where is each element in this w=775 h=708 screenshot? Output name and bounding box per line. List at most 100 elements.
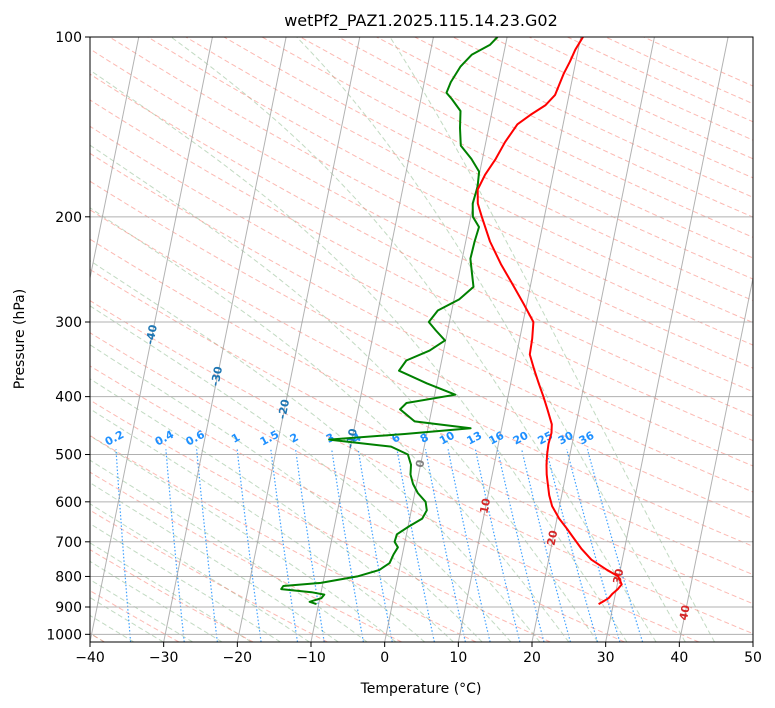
x-tick-label: −20 [223, 650, 253, 666]
isotherm-line [310, 37, 434, 642]
x-tick-label: −10 [296, 650, 326, 666]
moist-adiabat-line [90, 69, 628, 642]
dry-adiabat-line [109, 37, 753, 369]
x-tick-label: 20 [523, 650, 541, 666]
x-tick-label: 0 [380, 650, 389, 666]
mixing-ratio-label: 25 [535, 429, 555, 448]
dry-adiabat-line [90, 590, 180, 642]
mixing-ratio-line [545, 449, 598, 642]
y-tick-label: 100 [55, 30, 82, 46]
isotherm-line [384, 37, 508, 642]
moist-adiabat-line [170, 37, 657, 642]
moist-adiabat-line [90, 207, 570, 642]
x-tick-label: 30 [597, 650, 615, 666]
isotherm-label: 40 [677, 604, 693, 622]
dry-adiabat-line [90, 125, 753, 467]
isotherm-line [90, 37, 140, 281]
mixing-ratio-lines [115, 449, 644, 642]
mixing-ratio-line [447, 449, 491, 642]
dewpoint-profile-line [280, 37, 499, 606]
dry-adiabat-line [90, 332, 700, 642]
moist-adiabat-line [90, 542, 252, 642]
mixing-ratio-line [586, 449, 644, 642]
y-tick-label: 500 [55, 448, 82, 464]
mixing-ratio-line [521, 449, 571, 642]
isotherm-line [605, 37, 729, 642]
isotherm-line [457, 37, 582, 642]
isotherm-label: -40 [143, 323, 160, 345]
x-axis: −40 −30 −20 −10 0 10 20 30 40 50 [75, 642, 762, 666]
dry-adiabat-line [90, 180, 753, 520]
moist-adiabat-line [90, 408, 426, 642]
mixing-ratio-line [424, 449, 466, 642]
moist-adiabat-line [90, 579, 193, 642]
mixing-ratio-line [566, 449, 621, 642]
isotherm-label: 10 [477, 497, 493, 515]
moist-adiabat-line [90, 378, 454, 642]
isotherm-label: 20 [545, 529, 561, 547]
dry-adiabat-line [90, 434, 477, 642]
isotherm-line [163, 37, 287, 642]
y-tick-label: 600 [55, 495, 82, 511]
moist-adiabat-line [90, 596, 164, 642]
isotherm-label: -30 [209, 365, 226, 387]
isotherm-line [90, 37, 213, 642]
mixing-ratio-label: 20 [511, 429, 531, 448]
mixing-ratio-label: 13 [465, 429, 485, 448]
chart-title: wetPf2_PAZ1.2025.115.14.23.G02 [284, 11, 558, 31]
moist-adiabat-line [90, 260, 541, 642]
isotherm-line [531, 37, 655, 642]
plot-frame [89, 36, 754, 643]
mixing-ratio-line [331, 449, 364, 642]
dry-adiabat-line [90, 209, 753, 547]
dry-adiabat-line [223, 37, 753, 302]
temperature-series [476, 37, 623, 605]
mixing-ratio-label: 36 [577, 429, 597, 448]
isotherm-line [236, 37, 361, 642]
y-tick-label: 900 [55, 600, 82, 616]
isotherm-label: 0 [413, 458, 427, 468]
moist-adiabat-line [90, 435, 397, 642]
dewpoint-series [280, 37, 499, 606]
y-axis-label: Pressure (hPa) [12, 289, 28, 389]
moist-adiabat-line [389, 37, 715, 642]
y-tick-label: 400 [55, 390, 82, 406]
moist-adiabat-line [90, 459, 368, 642]
y-axis: 100 200 300 400 500 600 700 800 900 1000 [46, 30, 90, 643]
dry-adiabat-line [185, 37, 753, 324]
moist-adiabat-line [90, 560, 223, 642]
moist-adiabat-line [90, 482, 339, 642]
isotherm-line [678, 275, 753, 642]
dry-adiabat-line [90, 509, 328, 642]
mixing-ratio-label: 16 [487, 429, 507, 448]
y-tick-label: 1000 [46, 627, 82, 643]
x-tick-label: −40 [75, 650, 105, 666]
mixing-ratio-line [474, 449, 521, 642]
dry-adiabat-line [90, 152, 753, 493]
mixing-ratio-line [357, 449, 393, 642]
moist-adiabat-line [90, 144, 599, 642]
dry-adiabat-line [90, 268, 753, 605]
y-tick-label: 700 [55, 535, 82, 551]
plot-area: -100-90-80-70-60-50-40-30-20-10010203040… [90, 37, 753, 642]
dry-adiabat-line [90, 238, 753, 576]
mixing-ratio-line [295, 449, 325, 642]
mixing-ratio-label: 30 [556, 429, 576, 448]
isotherm-label: -20 [276, 398, 293, 420]
dry-adiabat-line [90, 48, 753, 393]
moist-adiabat-line [90, 344, 483, 642]
pressure-gridlines [90, 37, 753, 635]
dry-adiabat-line [90, 399, 551, 642]
x-tick-label: 40 [670, 650, 688, 666]
moist-adiabat-line [90, 305, 512, 642]
mixing-ratio-line [396, 449, 435, 642]
isotherms [90, 37, 753, 642]
x-tick-label: 50 [744, 650, 762, 666]
y-tick-label: 800 [55, 569, 82, 585]
dry-adiabat-line [90, 300, 753, 635]
mixing-ratio-label: 10 [437, 429, 457, 448]
x-tick-label: 10 [449, 650, 467, 666]
y-tick-label: 300 [55, 315, 82, 331]
mixing-ratio-line [496, 449, 545, 642]
